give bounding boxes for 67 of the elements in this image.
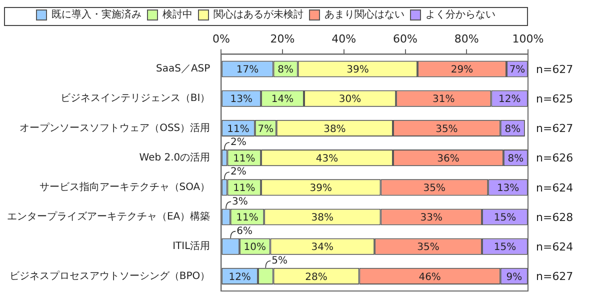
- data-label: 46%: [418, 272, 441, 283]
- text: n=625: [536, 92, 574, 106]
- data-label: 10%: [244, 242, 266, 254]
- data-label: 35%: [436, 124, 458, 135]
- x-tick-label: 20%: [270, 32, 295, 46]
- data-label: 39%: [346, 64, 369, 76]
- x-tick-label: 40%: [332, 32, 356, 46]
- data-label: 11%: [236, 212, 258, 224]
- legend-label: 検討中: [162, 8, 192, 21]
- data-label: 7%: [509, 64, 526, 76]
- legend-label: よく分からない: [426, 8, 496, 21]
- y-tick-label: エンタープライズアーキテクチャ（EA）構築: [6, 210, 210, 223]
- y-tick-label: SaaS／ASP: [156, 64, 210, 75]
- text: n=624: [536, 240, 574, 254]
- data-label: 30%: [338, 94, 362, 106]
- x-tick-label: 100%: [512, 32, 544, 46]
- data-label: 13%: [496, 182, 520, 194]
- data-label: 38%: [324, 124, 346, 135]
- data-label: 15%: [494, 212, 516, 224]
- y-tick-label: ビジネスプロセスアウトソーシング（BPO）: [9, 270, 210, 282]
- data-label: 29%: [450, 64, 474, 76]
- legend-label: 関心はあるが未検討: [214, 8, 304, 21]
- text: n=624: [536, 181, 574, 194]
- text: n=627: [536, 270, 574, 284]
- data-label: 35%: [423, 182, 446, 194]
- data-label: 11%: [233, 153, 256, 164]
- data-label: 8%: [508, 153, 524, 164]
- data-label: 14%: [271, 94, 294, 106]
- data-label: 17%: [236, 64, 259, 76]
- text: n=627: [536, 122, 574, 136]
- data-label: 35%: [417, 242, 440, 254]
- y-tick-label: オープンソースソフトウェア（OSS）活用: [20, 122, 210, 134]
- data-label: 3%: [232, 196, 248, 208]
- x-tick-label: 80%: [454, 32, 479, 46]
- data-label: 13%: [230, 94, 252, 106]
- y-tick-label: ITIL活用: [172, 240, 210, 252]
- text: n=626: [536, 152, 574, 165]
- data-label: 7%: [258, 124, 274, 135]
- data-label: 8%: [504, 124, 521, 135]
- x-tick-label: 0%: [212, 32, 230, 46]
- data-label: 9%: [506, 272, 522, 283]
- data-label: 34%: [311, 242, 334, 254]
- data-label: 8%: [278, 64, 294, 76]
- text: n=627: [536, 62, 574, 76]
- legend-label: 既に導入・実施済み: [52, 8, 142, 21]
- data-label: 31%: [432, 94, 455, 106]
- data-label: 38%: [311, 212, 334, 224]
- data-label: 11%: [227, 124, 250, 135]
- data-label: 39%: [310, 182, 332, 194]
- data-label: 33%: [420, 212, 442, 224]
- data-label: 28%: [305, 272, 328, 283]
- text: n=628: [536, 210, 574, 224]
- data-label: 15%: [494, 242, 516, 254]
- data-label: 12%: [228, 272, 251, 283]
- data-label: 5%: [272, 256, 288, 267]
- y-tick-label: ビジネスインテリジェンス（BI）: [60, 93, 210, 104]
- data-label: 36%: [437, 153, 460, 164]
- y-tick-label: Web 2.0の活用: [139, 151, 210, 164]
- data-label: 12%: [498, 94, 521, 106]
- data-label: 43%: [316, 153, 338, 164]
- data-label: 6%: [236, 226, 252, 237]
- y-tick-label: サービス指向アーキテクチャ（SOA）: [39, 180, 210, 193]
- x-tick-label: 60%: [393, 32, 418, 46]
- data-label: 11%: [233, 182, 256, 194]
- data-label: 2%: [230, 137, 246, 148]
- legend-label: あまり関心はない: [324, 8, 404, 21]
- data-label: 2%: [230, 166, 246, 178]
